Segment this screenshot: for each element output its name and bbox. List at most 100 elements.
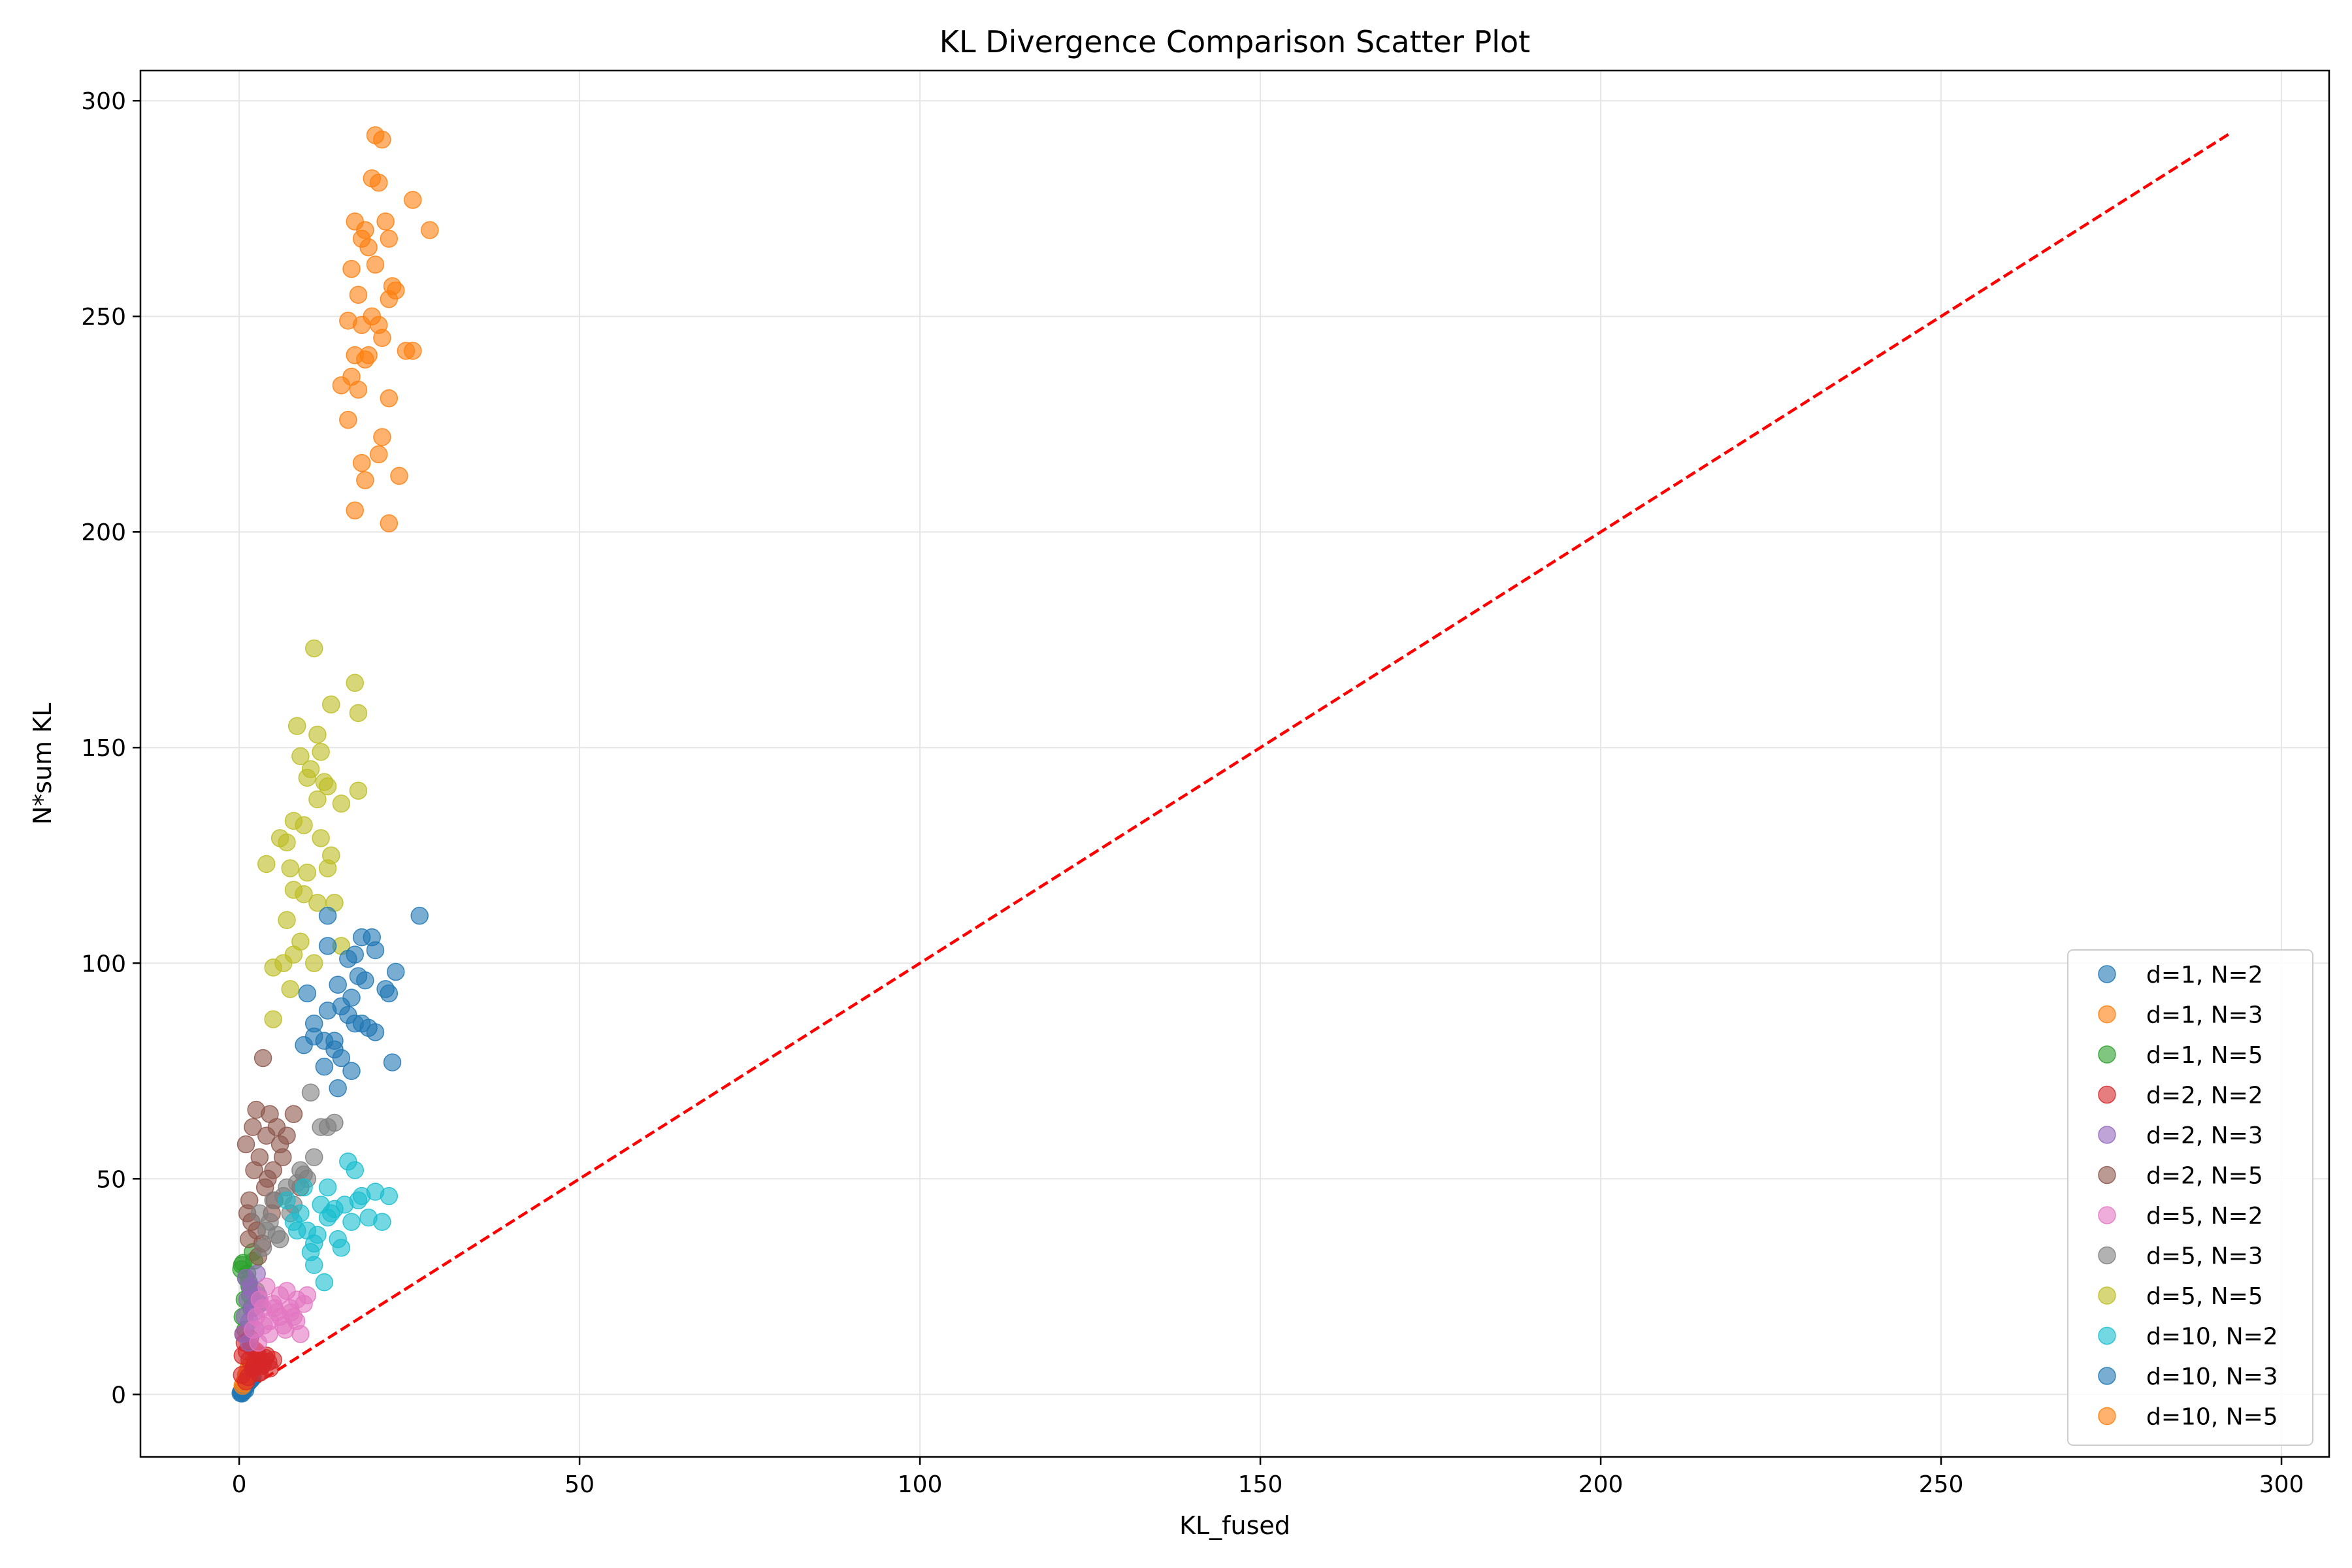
legend-label: d=1, N=3 (2146, 1002, 2263, 1029)
x-tick-label: 250 (1919, 1471, 1964, 1498)
legend-label: d=10, N=5 (2146, 1404, 2278, 1431)
data-point (329, 975, 347, 994)
data-point (281, 980, 299, 998)
y-axis-label: N*sum KL (28, 703, 57, 825)
data-point (369, 173, 388, 192)
data-point (322, 1204, 340, 1222)
data-point (287, 1312, 306, 1330)
data-point (325, 1113, 344, 1132)
data-point (291, 747, 310, 766)
data-point (278, 911, 296, 930)
legend-label: d=5, N=5 (2146, 1283, 2263, 1310)
legend-label: d=1, N=2 (2146, 962, 2263, 988)
data-point (253, 1049, 272, 1068)
y-tick-label: 0 (111, 1382, 126, 1409)
data-point (298, 1286, 317, 1305)
x-tick-label: 50 (564, 1471, 595, 1498)
data-point (284, 1105, 303, 1124)
data-point (278, 833, 296, 852)
grid-lines (140, 71, 2329, 1457)
reference-line (238, 131, 2232, 1396)
data-point (346, 1161, 364, 1179)
data-point (244, 1118, 262, 1136)
data-point (298, 768, 317, 787)
data-point (339, 949, 357, 968)
data-point (380, 984, 399, 1003)
data-point (318, 937, 337, 955)
data-point (315, 1057, 334, 1076)
data-point (369, 445, 388, 464)
data-point (373, 130, 391, 149)
data-point (366, 941, 385, 960)
plot-frame (139, 69, 2330, 1458)
data-points (231, 126, 439, 1403)
data-point (332, 1049, 351, 1068)
legend-marker (2098, 1206, 2116, 1224)
x-tick-label: 200 (1578, 1471, 1624, 1498)
data-point (346, 674, 364, 692)
data-point (253, 1239, 272, 1257)
data-point (278, 1191, 296, 1210)
data-point (274, 1148, 292, 1167)
data-point (329, 1230, 347, 1249)
data-point (386, 962, 405, 981)
data-point (301, 1083, 320, 1102)
data-point (373, 329, 391, 347)
data-point (352, 453, 371, 472)
data-point (308, 725, 327, 744)
data-point (315, 773, 334, 791)
data-point (281, 859, 299, 877)
data-point (352, 229, 371, 248)
data-point (349, 1191, 368, 1210)
data-point (342, 259, 361, 278)
legend-label: d=2, N=5 (2146, 1163, 2263, 1190)
data-point (373, 1213, 391, 1232)
data-point (284, 945, 303, 964)
data-point (390, 466, 408, 485)
y-tick-label: 150 (81, 735, 126, 762)
data-point (291, 1204, 310, 1222)
data-point (352, 316, 371, 335)
data-point (237, 1135, 255, 1154)
data-point (366, 1023, 385, 1041)
legend-label: d=2, N=3 (2146, 1122, 2263, 1149)
y-tick-label: 300 (81, 88, 126, 115)
data-point (315, 1273, 334, 1292)
data-point (318, 906, 337, 925)
data-point (383, 1053, 402, 1071)
legend-label: d=2, N=2 (2146, 1083, 2263, 1109)
legend-label: d=10, N=2 (2146, 1324, 2278, 1350)
data-point (339, 410, 357, 429)
data-point (380, 1186, 399, 1205)
data-point (278, 1126, 296, 1145)
legend-label: d=5, N=2 (2146, 1203, 2263, 1230)
y-tick-label: 200 (81, 519, 126, 546)
legend-marker (2098, 1286, 2116, 1305)
data-point (373, 428, 391, 446)
data-point (318, 859, 337, 877)
legend-label: d=1, N=5 (2146, 1042, 2263, 1069)
legend-marker (2098, 1126, 2116, 1144)
data-point (255, 1178, 274, 1197)
data-point (366, 255, 385, 274)
data-point (233, 1365, 252, 1384)
data-point (295, 816, 313, 834)
data-point (318, 1178, 337, 1197)
data-point (329, 1079, 347, 1098)
data-point (257, 855, 276, 874)
legend-label: d=10, N=3 (2146, 1364, 2278, 1390)
y-tick-label: 250 (81, 304, 126, 331)
series-9 (278, 1152, 399, 1292)
data-point (298, 863, 317, 882)
data-point (287, 717, 306, 735)
x-tick-label: 0 (232, 1471, 247, 1498)
data-point (380, 229, 399, 248)
legend-box (2067, 949, 2313, 1446)
data-point (304, 1027, 323, 1046)
y-tick-label: 100 (81, 951, 126, 977)
legend-marker (2098, 1166, 2116, 1184)
data-point (332, 794, 351, 813)
data-point (349, 286, 368, 304)
data-point (356, 971, 374, 990)
data-point (245, 1161, 263, 1179)
